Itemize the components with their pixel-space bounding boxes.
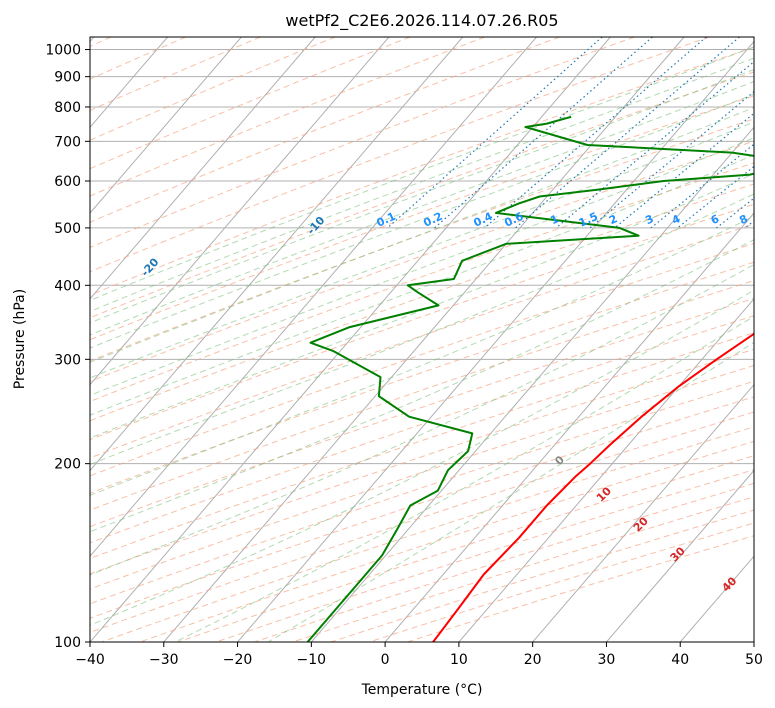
dry-adiabat-line bbox=[90, 140, 754, 383]
dry-adiabat-line bbox=[90, 242, 754, 477]
isotherm-line bbox=[163, 37, 685, 642]
y-axis-label: Pressure (hPa) bbox=[12, 289, 28, 389]
mixing-ratio-line bbox=[387, 37, 603, 229]
x-axis: −40 −30 −20 −10 0 10 20 30 40 50 bbox=[75, 642, 763, 668]
mixing-ratio-line bbox=[768, 37, 775, 228]
profile-line bbox=[432, 332, 754, 642]
plot-area bbox=[90, 37, 754, 642]
moist-adiabat-line bbox=[90, 193, 754, 465]
isotherm-line bbox=[384, 212, 754, 642]
y-tick-label: 400 bbox=[54, 278, 81, 294]
dry-adiabat-line bbox=[90, 118, 754, 362]
moist-adiabat-line bbox=[90, 289, 754, 626]
dry-adiabat-line bbox=[90, 279, 754, 511]
isotherm-line bbox=[310, 126, 754, 642]
background-lines bbox=[90, 37, 775, 642]
x-tick-label: −40 bbox=[75, 652, 105, 668]
dry-adiabat-line bbox=[90, 332, 754, 560]
x-tick-label: −30 bbox=[149, 652, 179, 668]
dry-adiabat-line bbox=[90, 348, 754, 575]
x-tick-label: 30 bbox=[598, 652, 616, 668]
dry-adiabat-line bbox=[90, 37, 485, 197]
x-tick-label: 20 bbox=[524, 652, 542, 668]
mixing-ratio-line bbox=[650, 143, 754, 229]
dry-adiabat-line bbox=[90, 162, 754, 402]
profiles bbox=[306, 115, 754, 642]
y-axis: 100 200 300 400 500 600 700 800 900 1000 bbox=[45, 43, 90, 651]
x-tick-label: 10 bbox=[450, 652, 468, 668]
dry-adiabat-line bbox=[90, 95, 754, 341]
x-tick-label: 50 bbox=[745, 652, 763, 668]
isotherm-line bbox=[458, 298, 754, 642]
dry-adiabat-line bbox=[90, 297, 754, 528]
moist-adiabat-line bbox=[90, 46, 754, 301]
y-tick-label: 300 bbox=[54, 352, 81, 368]
x-tick-label: 40 bbox=[671, 652, 689, 668]
moist-adiabat-line bbox=[90, 137, 754, 396]
y-tick-label: 500 bbox=[54, 221, 81, 237]
y-tick-label: 200 bbox=[54, 457, 81, 473]
y-tick-label: 100 bbox=[54, 635, 81, 651]
isotherm-line bbox=[90, 37, 537, 557]
profile-line bbox=[306, 115, 754, 642]
dry-adiabat-line bbox=[90, 37, 635, 249]
y-tick-label: 800 bbox=[54, 100, 81, 116]
moist-adiabat-line bbox=[90, 57, 754, 312]
isotherm-line bbox=[90, 37, 390, 386]
y-tick-label: 700 bbox=[54, 134, 81, 150]
y-tick-label: 600 bbox=[54, 174, 81, 190]
isotherm-line bbox=[90, 37, 242, 214]
plot-frame bbox=[89, 36, 755, 643]
chart-title: wetPf2_C2E6.2026.114.07.26.R05 bbox=[285, 11, 558, 31]
isotherm-line bbox=[90, 37, 611, 642]
moist-adiabat-line bbox=[174, 315, 754, 642]
x-tick-label: 0 bbox=[381, 652, 390, 668]
mixing-ratio-label: 10 bbox=[757, 210, 775, 228]
moist-adiabat-line bbox=[90, 69, 754, 324]
y-tick-label: 900 bbox=[54, 70, 81, 86]
isotherm-line bbox=[90, 37, 464, 472]
mixing-ratio-line bbox=[589, 90, 754, 229]
dry-adiabat-label: -30 bbox=[0, 298, 2, 322]
dry-adiabat-line bbox=[90, 37, 411, 170]
x-tick-label: −10 bbox=[297, 652, 327, 668]
dry-adiabat-line bbox=[90, 380, 754, 605]
mixing-ratio-line bbox=[484, 37, 707, 229]
moist-adiabat-line bbox=[90, 80, 754, 336]
x-axis-label: Temperature (°C) bbox=[361, 682, 483, 698]
isotherm-line bbox=[237, 40, 754, 642]
isotherm-line bbox=[532, 383, 754, 642]
x-tick-label: −20 bbox=[223, 652, 253, 668]
y-tick-label: 1000 bbox=[45, 43, 81, 59]
isotherm-line bbox=[753, 641, 754, 642]
dry-adiabat-line bbox=[90, 71, 754, 319]
dry-adiabat-line bbox=[90, 37, 336, 141]
dry-adiabat-line bbox=[90, 183, 754, 422]
